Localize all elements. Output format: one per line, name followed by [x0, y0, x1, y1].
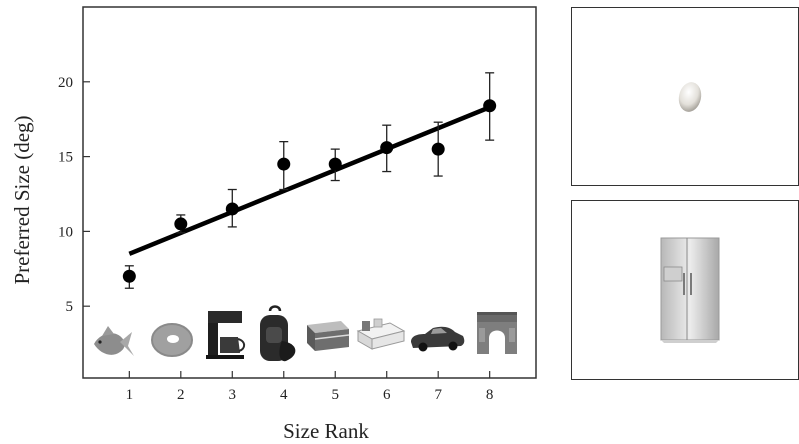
x-tick-label: 5 [331, 387, 339, 403]
x-axis-ticks: 1 2 3 4 5 6 7 8 [126, 371, 494, 403]
bagel-icon [151, 323, 193, 357]
x-tick-label: 1 [126, 387, 134, 403]
x-axis-label: Size Rank [283, 419, 369, 443]
data-point [328, 157, 342, 171]
y-tick-label: 15 [58, 150, 73, 166]
x-tick-label: 8 [486, 387, 494, 403]
bed-icon [356, 318, 406, 350]
arch-icon [477, 312, 517, 354]
goldfish-icon [94, 326, 134, 356]
coffee-maker-icon [206, 311, 246, 359]
data-point [174, 217, 188, 231]
x-tick-label: 6 [383, 387, 391, 403]
car-icon [411, 326, 465, 352]
refrigerator-icon [660, 237, 720, 343]
plot-frame [82, 6, 537, 379]
y-tick-label: 20 [58, 75, 73, 91]
data-point [225, 202, 239, 216]
y-tick-label: 5 [66, 299, 74, 315]
y-tick-label: 10 [58, 224, 73, 240]
data-points [122, 99, 497, 283]
y-axis-label: Preferred Size (deg) [10, 115, 34, 284]
chart: 5 10 15 20 1 2 3 4 5 6 7 8 [10, 6, 537, 443]
x-tick-label: 4 [280, 387, 288, 403]
x-tick-label: 2 [177, 387, 185, 403]
stimulus-panel-egg [571, 7, 799, 186]
data-point [431, 142, 445, 156]
data-point [380, 141, 394, 155]
backpack-icon [260, 305, 296, 362]
object-icons [94, 305, 517, 362]
data-point [277, 157, 291, 171]
fit-line [128, 105, 491, 256]
cooler-icon [307, 321, 350, 351]
fit-line-layer [128, 105, 491, 256]
egg-icon [678, 82, 702, 112]
y-axis-ticks: 5 10 15 20 [58, 75, 90, 315]
stimulus-panel-refrigerator [571, 200, 799, 380]
x-tick-label: 7 [434, 387, 442, 403]
data-point [483, 99, 497, 113]
data-point [122, 269, 136, 283]
x-tick-label: 3 [229, 387, 237, 403]
